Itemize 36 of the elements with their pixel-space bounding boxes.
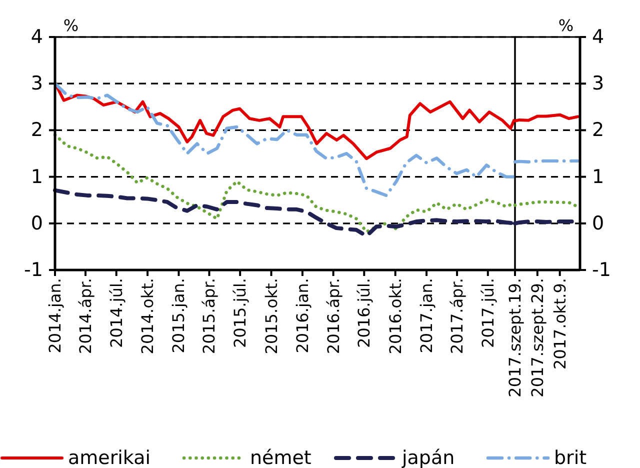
x-tick-label: 2017.ápr. <box>448 278 467 354</box>
x-tick-label: 2015.júl. <box>230 278 250 348</box>
x-tick-label: 2016.ápr. <box>324 278 343 354</box>
legend-label: japán <box>401 447 455 468</box>
x-tick-label: 2016.jan. <box>292 278 312 354</box>
legend-label: brit <box>554 447 587 468</box>
x-tick-label: 2017.okt.9. <box>550 278 570 370</box>
y-tick-label: 1 <box>30 166 43 188</box>
x-tick-label: 2014.júl. <box>106 278 126 348</box>
y2-tick-label: 2 <box>592 119 604 142</box>
y-tick-label: 4 <box>30 26 43 48</box>
x-tick-label: 2015.jan. <box>169 278 188 354</box>
y-tick-label: -1 <box>24 259 43 281</box>
y2-tick-label: -1 <box>592 259 611 281</box>
y2-axis-title: % <box>558 16 574 35</box>
y2-tick-label: 3 <box>592 72 604 95</box>
x-tick-label: 2017.szept.29. <box>528 278 547 398</box>
x-tick-label: 2017.júl. <box>478 278 498 348</box>
x-tick-label: 2014.jan. <box>46 278 64 354</box>
x-tick-label: 2016.okt. <box>386 278 405 354</box>
x-tick-label: 2017.jan. <box>417 278 436 354</box>
y2-tick-label: 4 <box>592 26 604 48</box>
x-tick-label: 2017.szept.19. <box>506 278 524 398</box>
legend-label: amerikai <box>68 447 151 468</box>
x-tick-label: 2016.júl. <box>354 278 374 348</box>
y-tick-label: 0 <box>30 212 43 234</box>
y-axis-title: % <box>63 16 79 35</box>
x-tick-label: 2015.okt. <box>262 278 281 354</box>
legend-label: német <box>250 447 312 468</box>
y-tick-label: 3 <box>30 72 43 95</box>
y-tick-label: 2 <box>30 119 43 142</box>
y2-tick-label: 0 <box>592 212 604 234</box>
x-tick-label: 2014.okt. <box>138 278 158 354</box>
x-tick-label: 2015.ápr. <box>200 278 219 354</box>
x-tick-label: 2014.ápr. <box>76 278 96 354</box>
y2-tick-label: 1 <box>592 166 604 188</box>
